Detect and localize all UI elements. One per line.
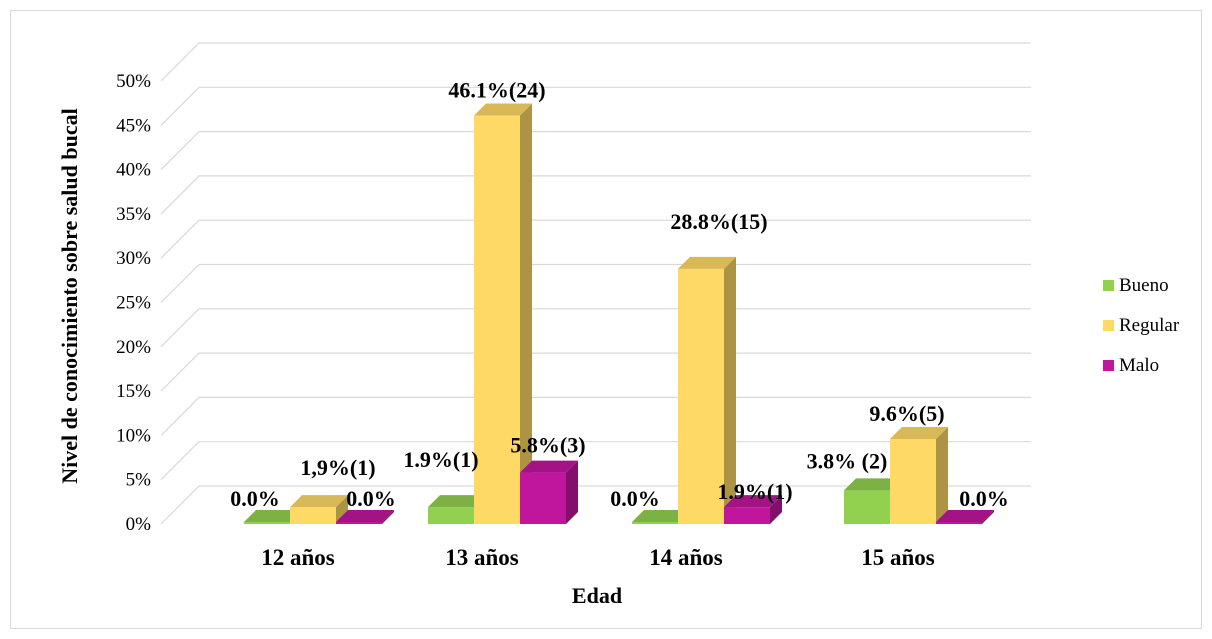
data-label: 9.6%(5) (869, 401, 944, 426)
bar-malo-1 (336, 510, 394, 524)
bar-top (936, 510, 994, 522)
category-label: 12 años (261, 545, 335, 570)
bar-top (844, 478, 902, 491)
bar-side (936, 426, 948, 524)
bar-regular-3 (678, 256, 736, 524)
gridline (160, 263, 1031, 303)
data-label: 5.8%(3) (510, 433, 585, 458)
y-tick-label: 5% (126, 470, 152, 491)
bar-malo-3 (724, 495, 782, 524)
y-tick-label: 20% (116, 337, 151, 358)
legend: Bueno Regular Malo (1103, 275, 1180, 376)
gridline (160, 219, 1031, 259)
gridline (160, 86, 1031, 126)
data-label: 0.0% (346, 486, 396, 511)
bar-regular-4 (890, 426, 948, 524)
gridline (160, 485, 1031, 525)
y-tick-label: 10% (116, 425, 151, 446)
legend-label: Bueno (1119, 275, 1169, 296)
bar-front (678, 268, 724, 524)
bar-top (336, 510, 394, 522)
bar-front (244, 522, 290, 524)
bar-malo-4 (936, 510, 994, 524)
bar-side (520, 103, 532, 524)
bar-top (632, 510, 690, 522)
bar-top (520, 460, 578, 473)
bar-top (290, 495, 348, 508)
gridline (160, 396, 1031, 436)
data-label: 0.0% (959, 486, 1009, 511)
category-label: 14 años (649, 545, 723, 570)
gridline (160, 42, 1031, 82)
bar-regular-2 (474, 103, 532, 524)
chart-area: 0% 5% 10% 15% 20% 25% 30% 35% 40% 45% 50% 0.0% 1,9%… (10, 10, 1202, 629)
bar-side (724, 256, 736, 524)
bar-front (520, 472, 566, 524)
legend-label: Malo (1119, 355, 1159, 376)
gridline (160, 175, 1031, 215)
data-label: 1.9%(1) (717, 479, 792, 504)
bar-front (936, 522, 982, 524)
bar-front (632, 522, 678, 524)
data-label: 0.0% (610, 486, 660, 511)
y-tick-label: 35% (116, 204, 151, 225)
legend-swatch (1103, 280, 1114, 291)
bar-chart: 0% 5% 10% 15% 20% 25% 30% 35% 40% 45% 50% 0.0% 1,9%… (57, 42, 1180, 608)
bar-side (770, 495, 782, 524)
gridline (160, 352, 1031, 392)
y-tick-label: 40% (116, 160, 151, 181)
y-tick-label: 0% (126, 514, 152, 535)
bar-front (290, 507, 336, 524)
gridline (160, 441, 1031, 481)
data-label: 3.8% (2) (807, 448, 888, 473)
bar-top (724, 495, 782, 508)
bar-top (678, 256, 736, 269)
y-tick-label: 30% (116, 248, 151, 269)
bar-front (428, 507, 474, 524)
category-label: 13 años (445, 545, 519, 570)
bar-front (724, 507, 770, 524)
legend-item-malo: Malo (1103, 355, 1159, 376)
data-labels: 0.0% 1,9%(1) 0.0% 1.9%(1) 46.1%(24) 5.8%(3) 0.… (230, 78, 1009, 511)
bar-top (244, 510, 302, 522)
data-label: 0.0% (230, 486, 280, 511)
legend-item-regular: Regular (1103, 315, 1180, 336)
y-axis-title: Nivel de conocimiento sobre salud bucal (57, 108, 82, 483)
legend-label: Regular (1119, 315, 1180, 336)
bar-regular-1 (290, 495, 348, 524)
bar-malo-2 (520, 460, 578, 524)
x-axis-categories: 12 años 13 años 14 años 15 años (261, 545, 935, 570)
bar-top (890, 426, 948, 439)
bar-front (336, 522, 382, 524)
legend-item-bueno: Bueno (1103, 275, 1169, 296)
data-label: 46.1%(24) (448, 78, 545, 103)
bar-front (474, 115, 520, 524)
category-label: 15 años (861, 545, 935, 570)
gridlines (160, 42, 1031, 525)
bar-front (890, 438, 936, 524)
gridline (160, 308, 1031, 348)
bar-side (566, 460, 578, 524)
y-tick-label: 50% (116, 71, 151, 92)
bar-side (982, 510, 994, 524)
y-axis-ticks: 0% 5% 10% 15% 20% 25% 30% 35% 40% 45% 50% (116, 71, 151, 535)
bar-side (382, 510, 394, 524)
data-label: 1.9%(1) (403, 447, 478, 472)
legend-swatch (1103, 320, 1114, 331)
bar-side (336, 495, 348, 524)
y-tick-label: 45% (116, 115, 151, 136)
bar-front (844, 490, 890, 524)
data-label: 1,9%(1) (300, 455, 375, 480)
bar-top (428, 495, 486, 508)
bar-top (474, 103, 532, 116)
bars (244, 103, 994, 524)
gridline (160, 130, 1031, 171)
x-axis-title: Edad (572, 583, 622, 608)
y-tick-label: 15% (116, 381, 151, 402)
legend-swatch (1103, 360, 1114, 371)
y-tick-label: 25% (116, 293, 151, 314)
data-label: 28.8%(15) (670, 209, 767, 234)
